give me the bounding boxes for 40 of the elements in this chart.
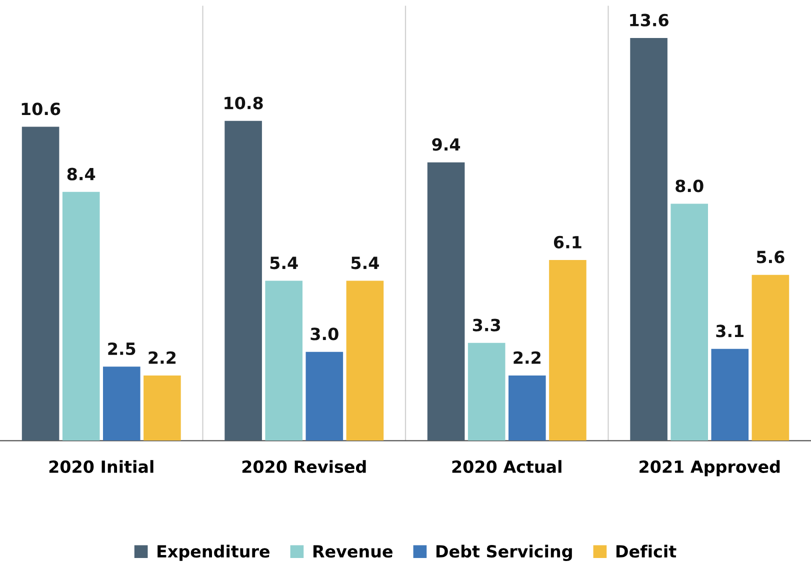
bar [468, 342, 506, 441]
x-tick-label: 2020 Revised [242, 460, 366, 473]
data-label: 13.6 [630, 14, 668, 26]
data-label: 3.1 [716, 324, 744, 338]
data-label: 3.3 [472, 318, 500, 332]
legend-label: Deficit [616, 544, 676, 558]
data-label: 5.6 [756, 250, 784, 264]
data-label: 9.4 [432, 138, 460, 151]
bar [102, 366, 140, 441]
legend-label: Expenditure [158, 544, 270, 561]
bar [670, 204, 708, 441]
legend-label: Debt Servicing [436, 544, 572, 561]
data-label: 2.2 [148, 351, 176, 364]
data-label: 2.5 [108, 342, 136, 356]
data-label: 3.0 [310, 328, 338, 340]
bar [508, 376, 546, 441]
bar [630, 38, 668, 441]
bar [346, 280, 384, 441]
data-label: 2.2 [514, 351, 540, 364]
data-label: 5.4 [270, 256, 298, 270]
data-label: 6.1 [554, 236, 582, 248]
data-label: 5.4 [351, 256, 379, 270]
bar [752, 274, 790, 441]
bar [711, 348, 749, 441]
bar [549, 260, 586, 441]
x-tick-label: 2021 Approved [640, 460, 780, 476]
data-label: 10.6 [22, 102, 60, 116]
data-label: 8.4 [67, 168, 96, 180]
bar [144, 376, 181, 441]
bar [265, 280, 303, 441]
bar [22, 126, 60, 441]
x-tick-label: 2020 Initial [49, 460, 154, 473]
bar [62, 192, 100, 441]
bar [306, 352, 344, 441]
data-label: 8.0 [676, 180, 704, 192]
x-tick-label: 2020 Actual [452, 460, 562, 473]
legend-label: Revenue [313, 545, 392, 558]
bar [427, 162, 465, 441]
data-label: 10.8 [224, 96, 263, 110]
bar [224, 120, 262, 441]
